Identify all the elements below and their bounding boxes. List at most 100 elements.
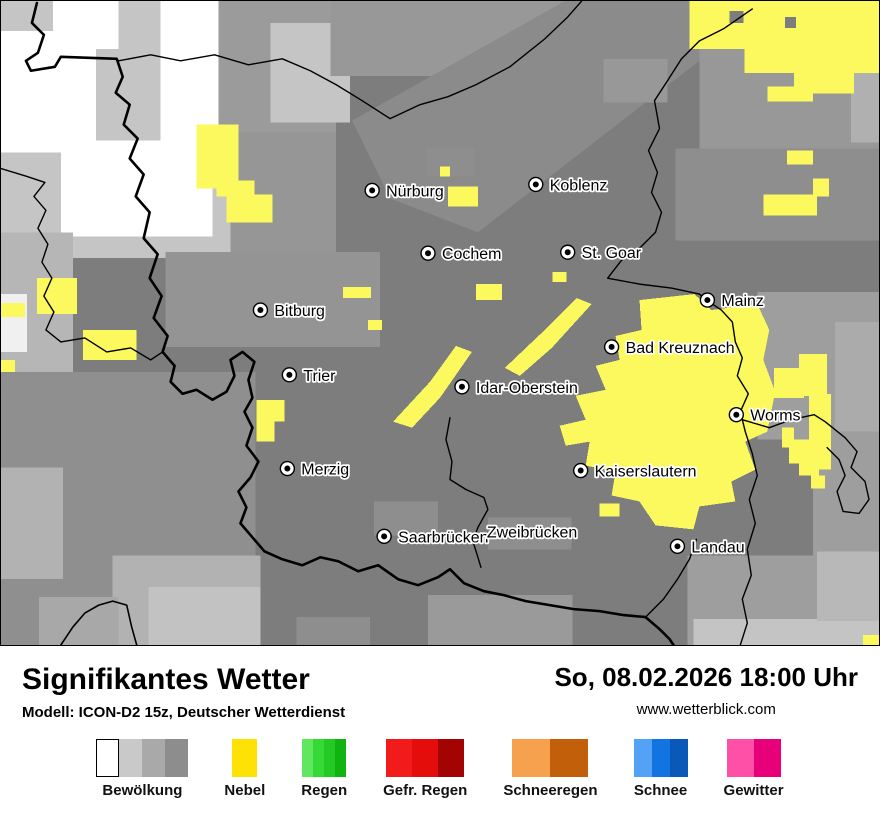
legend-color-cell (96, 738, 120, 777)
city-label-Bitburg: Bitburg (274, 303, 325, 320)
website-url: www.wetterblick.com (636, 701, 776, 719)
fog-patch (799, 353, 828, 396)
legend-color-cell (512, 738, 551, 777)
fog-patch (1, 303, 25, 318)
legend-swatch-Bewölkung (96, 738, 189, 777)
admin-border-line (741, 414, 870, 515)
datetime-block: So, 08.02.2026 18:00 Uhr www.wetterblick… (554, 662, 858, 719)
legend-color-cell (335, 738, 347, 777)
city-dot-center-Landau (674, 543, 681, 550)
legend-color-cell (142, 738, 166, 777)
admin-border-line (644, 538, 698, 618)
fog-patch (599, 503, 620, 517)
weather-map-svg: Nürburg Koblenz Cochem St. Goar Bitburg Mainz… (1, 1, 879, 645)
legend-color-cell (302, 738, 314, 777)
fog-patch (575, 423, 600, 442)
city-dot-center-Idar-Oberstein (458, 383, 465, 390)
city-label-Merzig: Merzig (301, 462, 349, 479)
legend-label: Nebel (224, 781, 266, 799)
city-label-Saarbrücken: Saarbrücken (398, 529, 488, 546)
cloud-cover-patch (487, 517, 572, 550)
fog-patch (447, 186, 478, 207)
cloud-cover-patch (60, 140, 213, 237)
fog-patch (787, 150, 814, 165)
cloud-cover-patch (428, 595, 573, 645)
city-dot-center-Bitburg (257, 307, 264, 314)
fog-patch (504, 298, 592, 376)
legend-color-cell (669, 738, 688, 777)
admin-border-line (60, 600, 138, 645)
cloud-cover-patch (729, 10, 744, 23)
city-dot-center-Cochem (425, 250, 432, 257)
legend-item-Schneeregen: Schneeregen (503, 738, 598, 799)
fog-patch (475, 284, 502, 301)
legend-label: Gewitter (723, 781, 784, 799)
footer-header-row: Signifikantes Wetter Modell: ICON-D2 15z… (22, 662, 858, 720)
legend-item-Nebel: Nebel (224, 738, 266, 799)
legend-color-cell (726, 738, 754, 777)
legend-swatch-Schneeregen (512, 738, 589, 777)
legend-color-cell (324, 738, 336, 777)
legend-swatch-Nebel (232, 738, 258, 777)
cloud-cover-patch (52, 1, 119, 49)
city-label-St. Goar: St. Goar (582, 245, 642, 262)
fog-patch (440, 166, 450, 177)
city-dot-center-Koblenz (532, 181, 539, 188)
legend-swatch-Schnee (633, 738, 688, 777)
legend-item-Schnee: Schnee (633, 738, 688, 799)
fog-patch (196, 124, 239, 189)
legend-color-cell (633, 738, 652, 777)
cloud-cover-patch (817, 551, 879, 622)
city-label-Mainz: Mainz (721, 293, 764, 310)
city-label-Bad Kreuznach: Bad Kreuznach (626, 340, 735, 357)
city-label-Nürburg: Nürburg (386, 183, 444, 200)
city-dot-center-Mainz (704, 297, 711, 304)
fog-patch (744, 40, 879, 73)
forecast-datetime: So, 08.02.2026 18:00 Uhr (554, 662, 858, 692)
legend-color-cell (550, 738, 589, 777)
admin-border-line (237, 426, 675, 645)
city-dot-center-Worms (733, 411, 740, 418)
legend-color-cell (386, 738, 413, 777)
cloud-cover-patch (785, 16, 797, 28)
city-dot-center-Nürburg (369, 187, 376, 194)
city-dot-center-Kaiserslautern (577, 467, 584, 474)
legend-label: Gefr. Regen (383, 781, 468, 799)
fog-patch (216, 180, 255, 197)
legend-color-cell (119, 738, 143, 777)
weather-legend: Bewölkung Nebel Regen Gefr. Regen Schneerege… (22, 738, 858, 799)
legend-swatch-Gewitter (726, 738, 781, 777)
city-dot-center-Saarbrücken (381, 533, 388, 540)
city-dot-center-Bad Kreuznach (608, 343, 615, 350)
fog-patch (256, 419, 275, 442)
city-label-Idar-Oberstein: Idar-Oberstein (476, 380, 578, 397)
fog-patch (811, 475, 826, 489)
fog-patch (36, 278, 77, 315)
fog-patch (813, 178, 830, 197)
legend-item-Gefr. Regen: Gefr. Regen (383, 738, 468, 799)
legend-item-Gewitter: Gewitter (723, 738, 784, 799)
legend-label: Schnee (633, 781, 688, 799)
fog-patch (863, 635, 879, 645)
admin-border-line (118, 1, 583, 120)
cloud-cover-patch (426, 148, 474, 177)
fog-patch (763, 194, 818, 216)
page-title: Signifikantes Wetter (22, 663, 310, 696)
fog-patch (343, 287, 372, 299)
fog-patch (393, 345, 472, 428)
city-dot-center-St. Goar (564, 249, 571, 256)
legend-color-cell (232, 738, 258, 777)
admin-border-line (24, 1, 256, 429)
city-label-Landau: Landau (691, 539, 744, 556)
legend-color-cell (165, 738, 189, 777)
map-footer: Signifikantes Wetter Modell: ICON-D2 15z… (0, 646, 880, 799)
cloud-cover-patch (693, 619, 879, 645)
legend-color-cell (651, 738, 670, 777)
legend-color-cell (753, 738, 781, 777)
fog-patch (552, 272, 567, 283)
city-label-Trier: Trier (303, 368, 336, 385)
city-dot-center-Merzig (284, 465, 291, 472)
legend-color-cell (313, 738, 325, 777)
fog-patch (789, 439, 818, 464)
